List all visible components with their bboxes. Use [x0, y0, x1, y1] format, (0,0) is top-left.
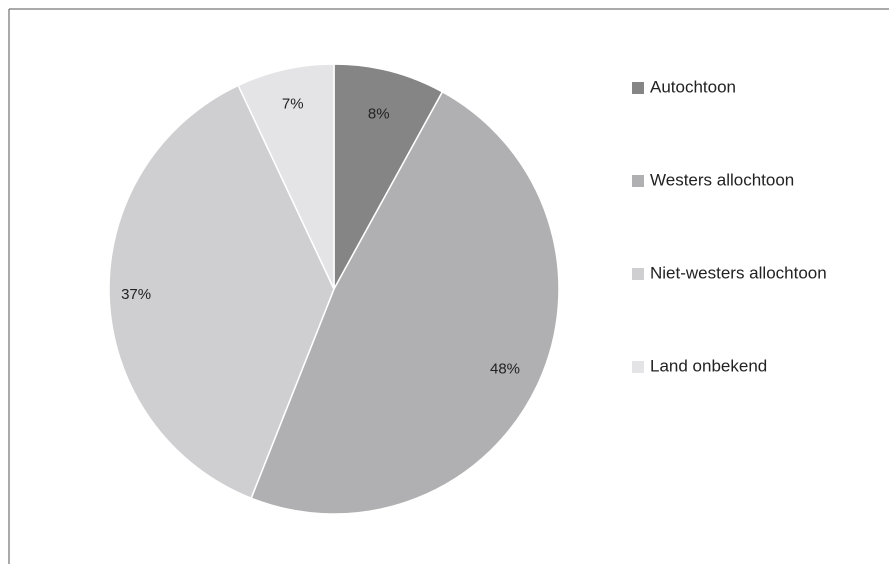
pie-value-label: 7%	[282, 96, 304, 113]
pie-slice-autochtoon	[333, 63, 444, 290]
pie-value-labels: 8% 48% 37% 7%	[121, 96, 520, 378]
legend-label: Autochtoon	[650, 77, 736, 96]
pie-slice-land-onbekend	[237, 63, 335, 290]
pie-slices	[108, 63, 560, 515]
legend-swatch	[632, 268, 644, 280]
pie-value-label: 8%	[368, 106, 390, 123]
pie-value-label: 48%	[490, 360, 520, 377]
legend-swatch	[632, 175, 644, 187]
legend-swatch	[632, 361, 644, 373]
pie-slice-westers-allochtoon	[250, 90, 560, 515]
legend-label: Land onbekend	[650, 356, 767, 375]
legend-swatch	[632, 82, 644, 94]
legend-label: Westers allochtoon	[650, 170, 794, 189]
legend: Autochtoon Westers allochtoon Niet-westers…	[632, 77, 827, 375]
pie-value-label: 37%	[121, 286, 151, 303]
legend-label: Niet-westers allochtoon	[650, 263, 827, 282]
pie-slice-niet-westers-allochtoon	[108, 84, 335, 500]
